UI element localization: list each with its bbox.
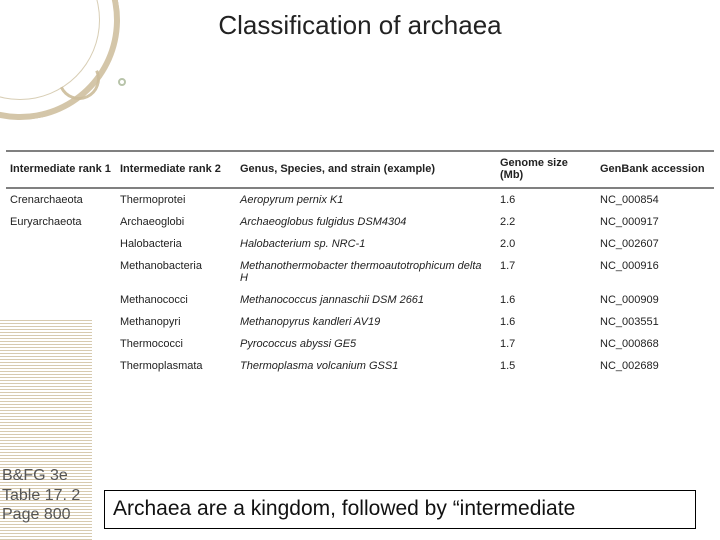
- table-row: Halobacteria Halobacterium sp. NRC-1 2.0…: [6, 233, 714, 255]
- cell-rank2: Thermoprotei: [116, 188, 236, 211]
- cell-species: Methanopyrus kandleri AV19: [236, 311, 496, 333]
- table-row: Methanobacteria Methanothermobacter ther…: [6, 255, 714, 289]
- cell-species: Archaeoglobus fulgidus DSM4304: [236, 211, 496, 233]
- cell-species: Methanococcus jannaschii DSM 2661: [236, 289, 496, 311]
- slide-title: Classification of archaea: [0, 10, 720, 41]
- col-header-species: Genus, Species, and strain (example): [236, 151, 496, 188]
- cell-species: Aeropyrum pernix K1: [236, 188, 496, 211]
- ref-line-2: Table 17. 2: [2, 486, 80, 506]
- cell-rank2: Thermococci: [116, 333, 236, 355]
- col-header-size: Genome size (Mb): [496, 151, 596, 188]
- cell-species: Thermoplasma volcanium GSS1: [236, 355, 496, 377]
- cell-rank1: [6, 255, 116, 289]
- cell-rank1: Crenarchaeota: [6, 188, 116, 211]
- dot-accent: [118, 78, 126, 86]
- ref-line-3: Page 800: [2, 505, 80, 525]
- cell-rank1: [6, 233, 116, 255]
- cell-size: 1.6: [496, 188, 596, 211]
- table-row: Crenarchaeota Thermoprotei Aeropyrum per…: [6, 188, 714, 211]
- cell-accession: NC_002607: [596, 233, 714, 255]
- cell-accession: NC_000917: [596, 211, 714, 233]
- reference-citation: B&FG 3e Table 17. 2 Page 800: [2, 466, 80, 525]
- cell-rank2: Methanopyri: [116, 311, 236, 333]
- table-row: Methanopyri Methanopyrus kandleri AV19 1…: [6, 311, 714, 333]
- slide: Classification of archaea Intermediate r…: [0, 0, 720, 540]
- cell-size: 2.2: [496, 211, 596, 233]
- cell-species: Methanothermobacter thermoautotrophicum …: [236, 255, 496, 289]
- cell-rank2: Thermoplasmata: [116, 355, 236, 377]
- cell-size: 1.6: [496, 289, 596, 311]
- cell-size: 2.0: [496, 233, 596, 255]
- cell-accession: NC_002689: [596, 355, 714, 377]
- cell-rank1: [6, 333, 116, 355]
- cell-accession: NC_000868: [596, 333, 714, 355]
- classification-table: Intermediate rank 1 Intermediate rank 2 …: [6, 150, 714, 377]
- cell-rank1: [6, 355, 116, 377]
- cell-accession: NC_003551: [596, 311, 714, 333]
- cell-size: 1.7: [496, 255, 596, 289]
- ref-line-1: B&FG 3e: [2, 466, 80, 486]
- cell-rank2: Methanobacteria: [116, 255, 236, 289]
- table-row: Methanococci Methanococcus jannaschii DS…: [6, 289, 714, 311]
- cell-rank2: Halobacteria: [116, 233, 236, 255]
- cell-rank2: Archaeoglobi: [116, 211, 236, 233]
- table-row: Thermoplasmata Thermoplasma volcanium GS…: [6, 355, 714, 377]
- cell-rank1: Euryarchaeota: [6, 211, 116, 233]
- table-header-row: Intermediate rank 1 Intermediate rank 2 …: [6, 151, 714, 188]
- cell-rank1: [6, 289, 116, 311]
- cell-accession: NC_000916: [596, 255, 714, 289]
- cell-accession: NC_000909: [596, 289, 714, 311]
- table-row: Euryarchaeota Archaeoglobi Archaeoglobus…: [6, 211, 714, 233]
- caption-text: Archaea are a kingdom, followed by “inte…: [113, 497, 575, 520]
- cell-size: 1.5: [496, 355, 596, 377]
- cell-species: Halobacterium sp. NRC-1: [236, 233, 496, 255]
- table-row: Thermococci Pyrococcus abyssi GE5 1.7 NC…: [6, 333, 714, 355]
- cell-accession: NC_000854: [596, 188, 714, 211]
- caption-box: Archaea are a kingdom, followed by “inte…: [104, 490, 696, 529]
- col-header-rank2: Intermediate rank 2: [116, 151, 236, 188]
- col-header-rank1: Intermediate rank 1: [6, 151, 116, 188]
- cell-size: 1.6: [496, 311, 596, 333]
- cell-species: Pyrococcus abyssi GE5: [236, 333, 496, 355]
- cell-rank2: Methanococci: [116, 289, 236, 311]
- cell-rank1: [6, 311, 116, 333]
- col-header-accession: GenBank accession: [596, 151, 714, 188]
- cell-size: 1.7: [496, 333, 596, 355]
